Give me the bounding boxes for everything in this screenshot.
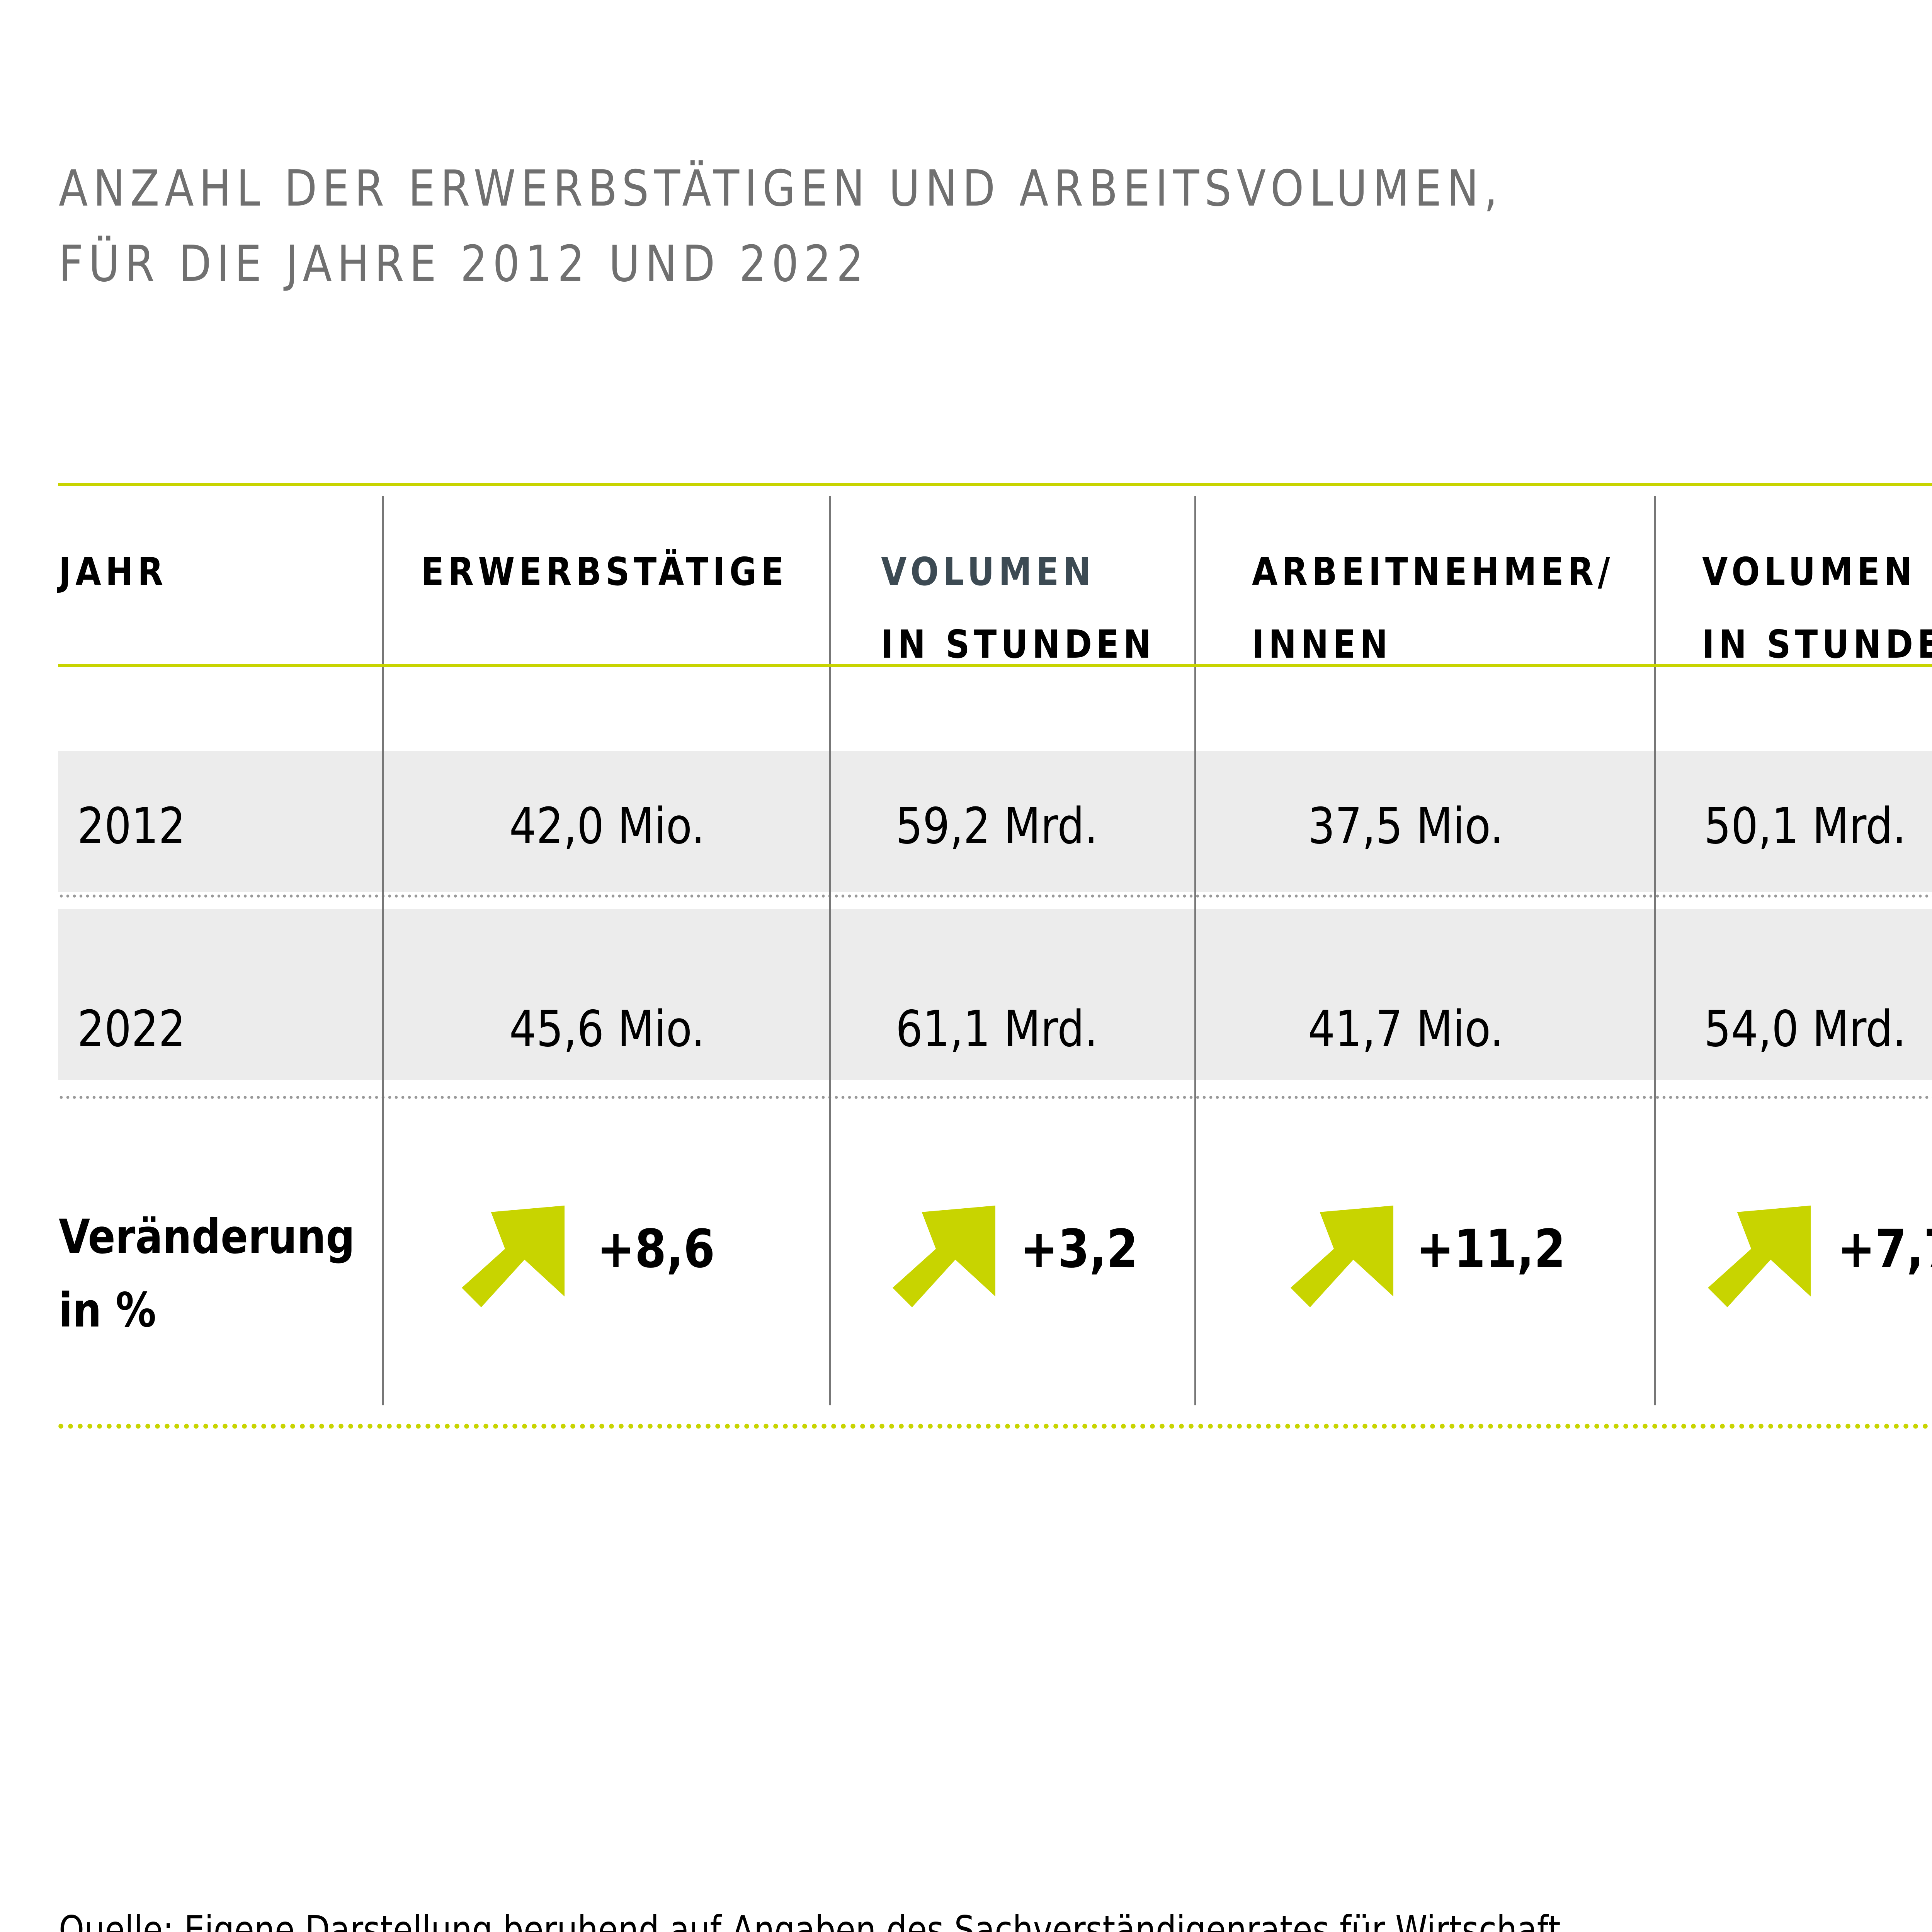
header-erwerbstaetige: ERWERBSTÄTIGE [421, 549, 788, 594]
table-top-rule [58, 483, 1932, 486]
cell-volumen-2: 54,0 Mrd. [1704, 1000, 1906, 1058]
change-value-arbeitnehmer: +11,2 [1416, 1219, 1566, 1280]
change-value-volumen-1: +3,2 [1020, 1219, 1138, 1280]
header-volumen-2-line2: IN STUNDEN [1702, 622, 1932, 667]
cell-volumen-1: 59,2 Mrd. [896, 798, 1098, 855]
cell-year: 2022 [77, 1000, 186, 1058]
row-background-2022 [58, 909, 1932, 1080]
cell-volumen-2: 50,1 Mrd. [1704, 798, 1906, 855]
table-bottom-rule [56, 1423, 1932, 1429]
cell-erwerbstaetige: 45,6 Mio. [509, 1000, 705, 1058]
column-divider [382, 496, 384, 1405]
change-value-erwerbstaetige: +8,6 [597, 1219, 715, 1280]
change-label-line1: Veränderung [59, 1209, 355, 1264]
column-divider [829, 496, 831, 1405]
cell-year: 2012 [77, 798, 186, 855]
arrow-up-right-icon [462, 1206, 565, 1308]
row-separator [58, 895, 1932, 898]
source-line-1: Quelle: Eigene Darstellung beruhend auf … [59, 1907, 1561, 1932]
cell-arbeitnehmer: 37,5 Mio. [1308, 798, 1504, 855]
arrow-up-right-icon [1291, 1206, 1393, 1308]
arrow-up-right-icon [1708, 1206, 1811, 1308]
header-volumen-1-line1: VOLUMEN [881, 549, 1095, 594]
row-background-2012 [58, 751, 1932, 892]
header-arbeitnehmer-line2: INNEN [1252, 622, 1392, 667]
cell-arbeitnehmer: 41,7 Mio. [1308, 1000, 1504, 1058]
column-divider [1194, 496, 1196, 1405]
column-divider [1654, 496, 1656, 1405]
title-line-1: ANZAHL DER ERWERBSTÄTIGEN UND ARBEITSVOL… [59, 160, 1503, 218]
header-bottom-rule [58, 664, 1932, 667]
header-arbeitnehmer-line1: ARBEITNEHMER/ [1252, 549, 1614, 594]
header-jahr: JAHR [59, 549, 168, 594]
change-value-volumen-2: +7,7 [1837, 1219, 1932, 1280]
header-volumen-2-line1: VOLUMEN [1702, 549, 1917, 594]
cell-volumen-1: 61,1 Mrd. [896, 1000, 1098, 1058]
title-line-2: FÜR DIE JAHRE 2012 UND 2022 [59, 235, 869, 293]
row-separator [58, 1096, 1932, 1099]
arrow-up-right-icon [893, 1206, 995, 1308]
cell-erwerbstaetige: 42,0 Mio. [509, 798, 705, 855]
header-volumen-1-line2: IN STUNDEN [881, 622, 1156, 667]
change-label-line2: in % [59, 1283, 156, 1338]
